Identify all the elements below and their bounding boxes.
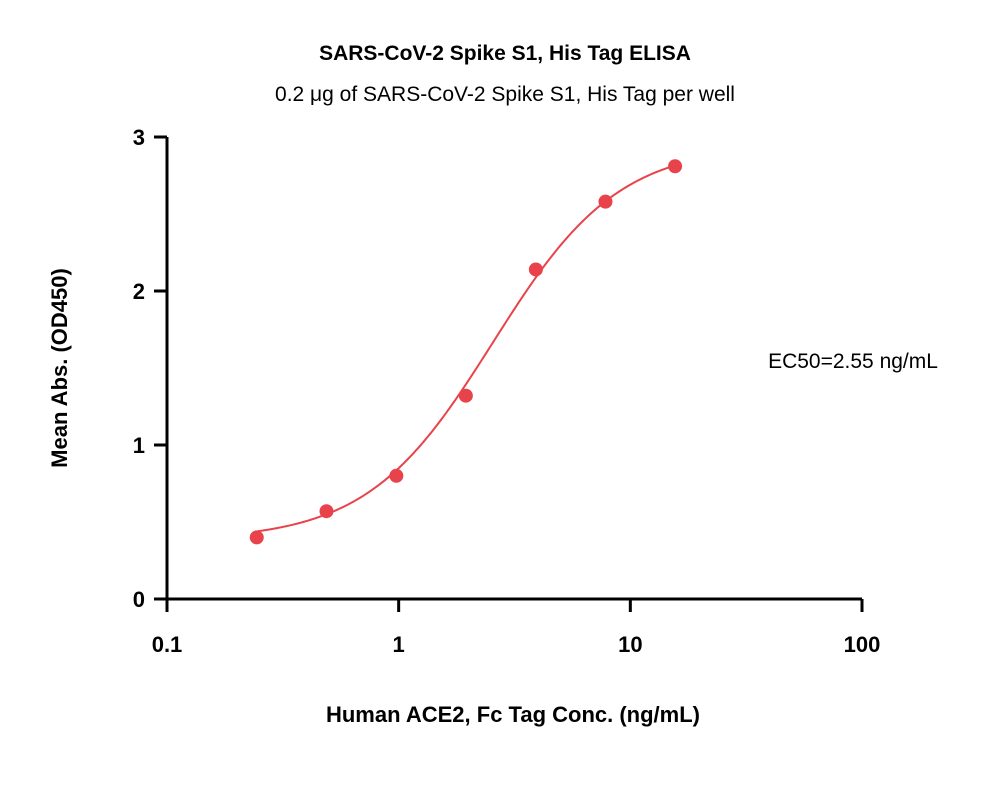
fit-curve (257, 165, 675, 531)
x-axis-label: Human ACE2, Fc Tag Conc. (ng/mL) (326, 702, 700, 727)
x-ticks: 0.1 1 10 100 (152, 599, 881, 657)
y-tick-label: 3 (133, 125, 145, 150)
y-axis-label: Mean Abs. (OD450) (47, 268, 72, 468)
x-tick-label: 10 (618, 632, 642, 657)
y-tick-label: 1 (133, 433, 145, 458)
ec50-annotation: EC50=2.55 ng/mL (768, 350, 938, 373)
y-tick-label: 0 (133, 587, 145, 612)
y-ticks: 0 1 2 3 (133, 125, 167, 612)
data-point (319, 504, 333, 518)
data-point (668, 159, 682, 173)
chart-title: SARS-CoV-2 Spike S1, His Tag ELISA (319, 42, 691, 65)
x-tick-label: 0.1 (152, 632, 183, 657)
data-points (250, 159, 682, 544)
data-point (459, 389, 473, 403)
data-point (250, 530, 264, 544)
x-tick-label: 1 (393, 632, 405, 657)
chart-subtitle: 0.2 μg of SARS-CoV-2 Spike S1, His Tag p… (275, 83, 735, 106)
y-tick-label: 2 (133, 279, 145, 304)
data-point (389, 469, 403, 483)
x-tick-label: 100 (844, 632, 881, 657)
data-point (529, 262, 543, 276)
data-point (598, 195, 612, 209)
